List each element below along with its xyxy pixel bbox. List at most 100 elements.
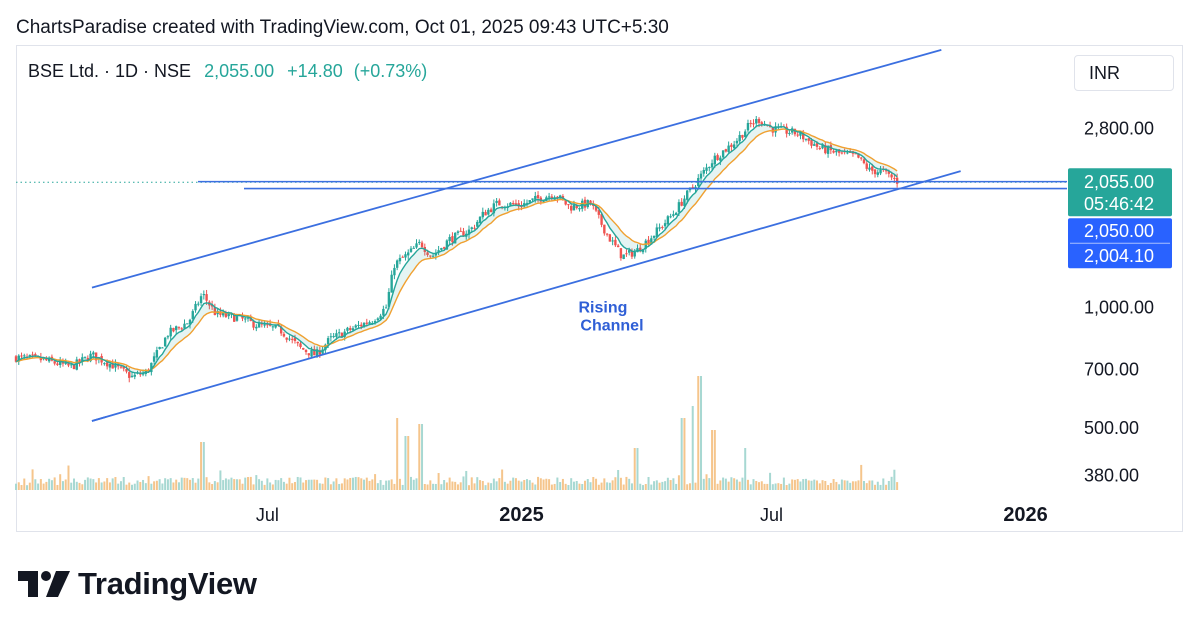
candle-body (365, 322, 368, 324)
candle-body (299, 343, 302, 348)
candle-body (528, 200, 531, 203)
candle-body (749, 122, 752, 124)
candle-body (531, 198, 534, 200)
volume-bar (434, 483, 437, 490)
candle-body (771, 127, 775, 133)
candle-body (163, 337, 167, 347)
volume-bar (534, 484, 537, 490)
candle-body (42, 358, 45, 360)
candle-body (349, 328, 352, 330)
tradingview-logo[interactable]: TradingView (18, 566, 257, 602)
volume-bar (255, 475, 258, 490)
candle-body (614, 239, 617, 246)
volume-bar (777, 483, 780, 490)
candle-body (14, 356, 18, 362)
volume-bar (244, 477, 247, 490)
ema-slow-line (15, 128, 898, 372)
volume-bar (288, 477, 291, 490)
volume-bar (752, 479, 755, 490)
candle-body (495, 200, 498, 203)
candle-body (788, 132, 791, 134)
volume-bar (755, 480, 758, 490)
volume-bar (48, 478, 51, 490)
candle-body (887, 171, 891, 174)
candlesticks (14, 115, 899, 383)
candle-body (288, 338, 291, 340)
volume-bar (357, 477, 360, 490)
candle-body (274, 324, 277, 328)
candle-body (398, 257, 402, 262)
volume-bar (633, 448, 636, 490)
volume-bar (23, 478, 26, 490)
volume-bar (769, 472, 772, 490)
candle-body (674, 212, 678, 216)
volume-bar (310, 479, 313, 490)
volume-bar (611, 480, 614, 490)
candle-body (534, 196, 537, 200)
volume-bar (285, 483, 288, 490)
channel-upper-line (91, 49, 942, 289)
volume-bar (893, 469, 896, 490)
volume-bar (595, 478, 598, 490)
moving-averages (15, 123, 898, 375)
candle-body (125, 369, 128, 372)
candle-body (152, 356, 156, 362)
volume-bar (379, 480, 382, 490)
candle-body (666, 216, 670, 225)
volume-bar (269, 482, 272, 490)
volume-bar (525, 479, 528, 490)
candle-body (589, 200, 592, 204)
symbol-name[interactable]: BSE Ltd. · 1D · NSE (28, 61, 192, 81)
candle-body (744, 131, 747, 138)
volume-bar (451, 481, 454, 490)
volume-bar (459, 482, 462, 490)
volume-bar (432, 483, 435, 490)
volume-bar (862, 480, 865, 490)
volume-bar (216, 482, 219, 490)
candle-body (56, 363, 59, 365)
volume-bar (531, 482, 534, 490)
candle-body (727, 145, 730, 153)
volume-bar (887, 480, 890, 490)
volume-bar (857, 480, 860, 490)
candle-body (741, 134, 744, 138)
volume-bar (749, 484, 752, 490)
candle-body (114, 363, 117, 368)
candle-body (865, 163, 868, 169)
candle-body (337, 332, 341, 334)
volume-bar (440, 484, 443, 490)
candle-body (227, 313, 230, 317)
volume-bar (838, 484, 841, 490)
volume-bar (382, 484, 385, 490)
candle-body (293, 337, 297, 341)
candle-body (774, 126, 777, 133)
currency-selector[interactable]: INR (1074, 55, 1174, 91)
candle-body (221, 312, 225, 316)
volume-bar (404, 436, 407, 490)
price-axis: 2,800.00 1,000.00 700.00 500.00 380.00 (1084, 118, 1154, 485)
candle-body (34, 354, 37, 356)
volume-bar (133, 483, 136, 490)
volume-bar (669, 480, 672, 490)
candle-body (708, 167, 711, 169)
volume-bar (305, 480, 308, 490)
volume-bar (885, 484, 888, 490)
candle-body (893, 177, 896, 179)
candle-body (487, 209, 490, 215)
candle-body (448, 236, 451, 241)
candle-body (387, 291, 391, 307)
candle-body (263, 324, 266, 326)
volume-bar (843, 480, 846, 490)
candle-body (873, 169, 877, 175)
volume-bar (724, 478, 727, 490)
chart-frame[interactable] (16, 45, 1183, 532)
candle-body (663, 223, 667, 227)
volume-bar (832, 479, 835, 490)
volume-bar (735, 479, 738, 490)
volume-bar (448, 477, 451, 490)
volume-bar (672, 478, 675, 490)
volume-bar (578, 483, 581, 490)
tradingview-logo-text: TradingView (78, 566, 257, 601)
volume-bar (144, 483, 147, 490)
